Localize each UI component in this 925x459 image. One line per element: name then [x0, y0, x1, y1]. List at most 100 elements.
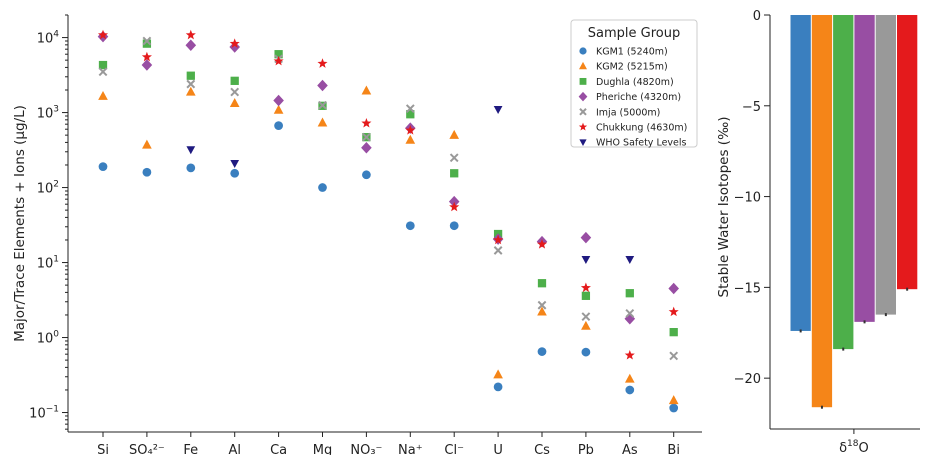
- data-point: [405, 104, 415, 113]
- data-point: [493, 369, 503, 379]
- x-tick-label: Si: [97, 443, 109, 455]
- isotope-bar: [875, 15, 896, 315]
- data-point: [362, 170, 371, 180]
- data-point: [405, 134, 416, 144]
- data-point: [98, 60, 108, 70]
- data-point: [186, 79, 196, 89]
- data-point: [361, 141, 372, 154]
- data-point: [536, 239, 548, 249]
- x-tick-label: Mg: [313, 443, 332, 455]
- data-point: [185, 29, 196, 40]
- data-point: [669, 403, 679, 413]
- data-point: [405, 221, 415, 231]
- isotope-bar: [833, 15, 854, 350]
- data-point: [97, 29, 109, 40]
- x-tick-label: Pb: [578, 443, 594, 455]
- y-tick-label: 104: [37, 30, 60, 47]
- legend-marker: [579, 47, 587, 55]
- data-point: [98, 67, 108, 77]
- data-point: [229, 97, 240, 107]
- data-point: [493, 106, 503, 115]
- data-point: [361, 117, 372, 128]
- legend-marker: [579, 77, 587, 85]
- x-tick-label: U: [493, 443, 503, 455]
- data-point: [317, 58, 328, 68]
- legend-box: [570, 19, 698, 148]
- data-point: [273, 104, 284, 114]
- series-5: [97, 29, 679, 360]
- x-tick-label: Bi: [667, 443, 680, 455]
- data-point: [142, 139, 152, 149]
- data-point: [185, 86, 196, 96]
- data-point: [185, 39, 197, 52]
- x-tick-label: Na⁺: [398, 443, 423, 455]
- isotope-x-label: δ18O: [839, 439, 869, 455]
- x-tick-label: NO₃⁻: [350, 443, 382, 455]
- isotope-bar: [790, 15, 811, 331]
- x-tick-label: Cs: [534, 443, 550, 455]
- legend-marker: [579, 61, 587, 70]
- y-tick-label: 103: [37, 105, 59, 122]
- data-point: [450, 169, 459, 178]
- data-point: [230, 76, 239, 85]
- legend-label: KGM1 (5240m): [596, 47, 668, 58]
- data-point: [581, 291, 591, 300]
- series-0: [98, 121, 679, 413]
- data-point: [230, 168, 240, 178]
- data-point: [669, 351, 679, 361]
- data-point: [274, 50, 283, 59]
- series-1: [98, 85, 679, 405]
- data-point: [668, 306, 679, 317]
- data-point: [362, 132, 371, 142]
- isotope-y-axis-label: Stable Water Isotopes (‰): [716, 117, 732, 298]
- legend-label: Dughla (4820m): [596, 77, 674, 88]
- y-axis-label: Major/Trace Elements + Ions (μg/L): [12, 105, 28, 342]
- y-tick-label: 102: [37, 180, 59, 197]
- data-point: [230, 159, 240, 168]
- data-point: [229, 38, 240, 48]
- y-tick-label: 101: [37, 255, 59, 272]
- data-point: [229, 41, 240, 53]
- data-point: [669, 328, 678, 337]
- legend-label: KGM2 (5215m): [596, 62, 668, 73]
- y-tick-label: 10−1: [29, 405, 59, 422]
- data-point: [537, 347, 547, 356]
- data-point: [230, 87, 240, 97]
- series-4: [98, 36, 679, 361]
- data-point: [624, 373, 635, 383]
- data-point: [318, 100, 327, 110]
- data-point: [406, 110, 415, 119]
- data-point: [625, 308, 635, 318]
- data-point: [274, 121, 283, 130]
- y-tick-label: 100: [37, 330, 60, 347]
- data-point: [580, 231, 592, 244]
- legend-label: Pheriche (4320m): [596, 92, 681, 103]
- data-point: [142, 36, 152, 46]
- data-point: [317, 79, 328, 92]
- isotope-y-tick-label: −10: [734, 191, 761, 206]
- data-point: [98, 90, 108, 100]
- data-point: [668, 282, 679, 295]
- isotope-bar: [854, 15, 875, 322]
- data-point: [624, 349, 635, 360]
- data-point: [186, 146, 196, 155]
- x-tick-label: Al: [228, 443, 241, 455]
- isotope-y-tick-label: −15: [734, 281, 761, 296]
- isotope-y-tick-label: 0: [753, 9, 761, 24]
- data-point: [98, 162, 108, 172]
- scatter-chart: 10−1 100 101 102 103 104 Major/Trace Elements …: [12, 14, 702, 458]
- data-point: [581, 347, 591, 357]
- data-point: [625, 255, 635, 265]
- data-point: [581, 320, 591, 330]
- data-point: [318, 183, 327, 192]
- x-tick-label: SO₄²⁻: [129, 443, 165, 455]
- legend-marker: [579, 139, 587, 146]
- legend-label: WHO Safety Levels: [596, 138, 687, 149]
- data-point: [186, 163, 196, 173]
- legend-label: Imja (5000m): [596, 107, 660, 118]
- data-point: [537, 306, 547, 316]
- isotope-bar: [897, 15, 918, 290]
- legend-marker: [579, 108, 587, 116]
- data-point: [141, 51, 152, 62]
